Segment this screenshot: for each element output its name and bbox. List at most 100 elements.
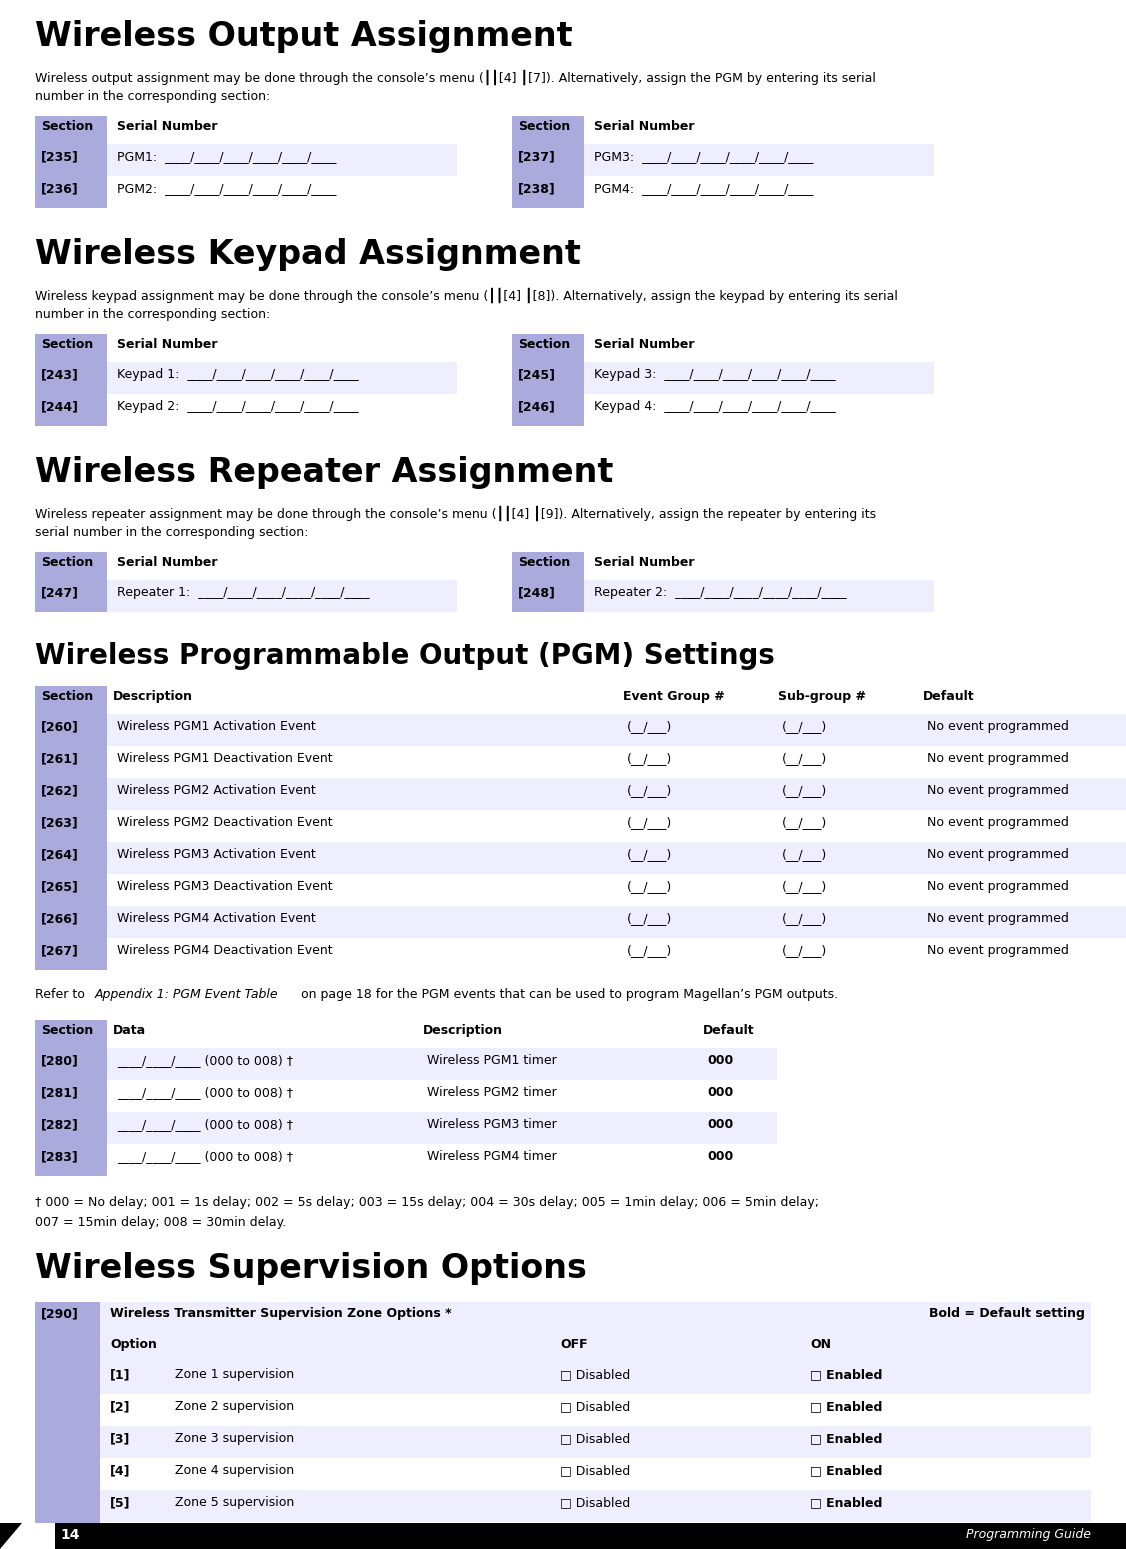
Text: Zone 3 supervision: Zone 3 supervision: [175, 1431, 294, 1445]
Bar: [584, 177, 933, 208]
Bar: [35, 747, 107, 778]
Bar: [917, 874, 1126, 906]
Text: Sub-group #: Sub-group #: [778, 689, 866, 703]
Text: (__/___): (__/___): [781, 751, 828, 765]
Bar: [772, 810, 917, 843]
Bar: [772, 906, 917, 939]
Text: Description: Description: [423, 1024, 503, 1036]
Text: Wireless repeater assignment may be done through the console’s menu (┃┃[4] ┃[9]): Wireless repeater assignment may be done…: [35, 507, 876, 522]
Text: (__/___): (__/___): [627, 816, 672, 829]
Bar: [512, 144, 584, 177]
Bar: [917, 778, 1126, 810]
Text: □ Enabled: □ Enabled: [810, 1400, 883, 1413]
Text: Wireless Keypad Assignment: Wireless Keypad Assignment: [35, 239, 581, 271]
Text: Data: Data: [113, 1024, 146, 1036]
Bar: [35, 551, 107, 579]
Text: 000: 000: [707, 1118, 733, 1131]
Bar: [35, 874, 107, 906]
Text: Section: Section: [518, 556, 570, 568]
Bar: [100, 1394, 1091, 1427]
Text: Zone 4 supervision: Zone 4 supervision: [175, 1464, 294, 1478]
Bar: [917, 843, 1126, 874]
Text: Keypad 2:  ____/____/____/____/____/____: Keypad 2: ____/____/____/____/____/____: [117, 400, 358, 414]
Text: Wireless keypad assignment may be done through the console’s menu (┃┃[4] ┃[8]). : Wireless keypad assignment may be done t…: [35, 288, 897, 304]
Bar: [35, 116, 107, 144]
Bar: [100, 1458, 1091, 1490]
Bar: [917, 939, 1126, 970]
Bar: [917, 810, 1126, 843]
Text: 000: 000: [707, 1086, 733, 1098]
Bar: [35, 177, 107, 208]
Bar: [417, 1080, 697, 1112]
Bar: [772, 747, 917, 778]
Bar: [584, 579, 933, 612]
Bar: [35, 810, 107, 843]
Text: [6]: [6]: [110, 1527, 131, 1541]
Bar: [917, 686, 1126, 714]
Text: No event programmed: No event programmed: [927, 720, 1069, 733]
Bar: [772, 939, 917, 970]
Text: [267]: [267]: [41, 943, 79, 957]
Bar: [35, 579, 107, 612]
Text: Bold = Default setting: Bold = Default setting: [929, 1307, 1085, 1320]
Bar: [617, 714, 772, 747]
Bar: [107, 1080, 417, 1112]
Text: (__/___): (__/___): [781, 847, 828, 861]
Text: Section: Section: [41, 556, 93, 568]
Text: Serial Number: Serial Number: [117, 338, 217, 352]
Text: Appendix 1: PGM Event Table: Appendix 1: PGM Event Table: [95, 988, 278, 1001]
Bar: [35, 1145, 107, 1176]
Bar: [697, 1019, 777, 1049]
Bar: [417, 1145, 697, 1176]
Bar: [772, 843, 917, 874]
Text: No event programmed: No event programmed: [927, 816, 1069, 829]
Bar: [617, 686, 772, 714]
Bar: [772, 778, 917, 810]
Text: [5]: [5]: [110, 1496, 131, 1509]
Bar: [617, 747, 772, 778]
Text: Serial Number: Serial Number: [595, 338, 695, 352]
Text: Serial Number: Serial Number: [117, 556, 217, 568]
Bar: [512, 177, 584, 208]
Bar: [584, 144, 933, 177]
Bar: [917, 747, 1126, 778]
Text: [238]: [238]: [518, 181, 556, 195]
Text: 007 = 15min delay; 008 = 30min delay.: 007 = 15min delay; 008 = 30min delay.: [35, 1216, 286, 1228]
Bar: [35, 686, 107, 714]
Bar: [107, 1112, 417, 1145]
Bar: [107, 1145, 417, 1176]
Text: [245]: [245]: [518, 369, 556, 381]
Bar: [35, 335, 107, 362]
Text: 000: 000: [707, 1149, 733, 1163]
Bar: [512, 393, 584, 426]
Text: [290]: [290]: [41, 1307, 79, 1320]
Text: [262]: [262]: [41, 784, 79, 798]
Text: Refer to: Refer to: [35, 988, 89, 1001]
Bar: [617, 939, 772, 970]
Text: ON: ON: [810, 1338, 831, 1351]
Text: □ Disabled: □ Disabled: [560, 1527, 631, 1541]
Text: □ Disabled: □ Disabled: [560, 1496, 631, 1509]
Text: Wireless PGM1 Activation Event: Wireless PGM1 Activation Event: [117, 720, 315, 733]
Text: [248]: [248]: [518, 586, 556, 599]
Text: Wireless output assignment may be done through the console’s menu (┃┃[4] ┃[7]). : Wireless output assignment may be done t…: [35, 70, 876, 85]
Text: Wireless PGM2 timer: Wireless PGM2 timer: [427, 1086, 556, 1098]
Text: (__/___): (__/___): [627, 720, 672, 733]
Bar: [107, 579, 457, 612]
Text: ____/____/____ (000 to 008) †: ____/____/____ (000 to 008) †: [117, 1053, 293, 1067]
Text: Default: Default: [923, 689, 975, 703]
Text: Section: Section: [518, 338, 570, 352]
Bar: [100, 1427, 1091, 1458]
Text: Wireless PGM4 Deactivation Event: Wireless PGM4 Deactivation Event: [117, 943, 332, 957]
Text: 000: 000: [707, 1053, 733, 1067]
Text: (__/___): (__/___): [627, 751, 672, 765]
Text: [244]: [244]: [41, 400, 79, 414]
Bar: [512, 551, 584, 579]
Bar: [35, 393, 107, 426]
Text: No event programmed: No event programmed: [927, 880, 1069, 894]
Text: number in the corresponding section:: number in the corresponding section:: [35, 90, 270, 102]
Bar: [107, 551, 457, 579]
Bar: [35, 843, 107, 874]
Text: (__/___): (__/___): [781, 880, 828, 894]
Bar: [107, 144, 457, 177]
